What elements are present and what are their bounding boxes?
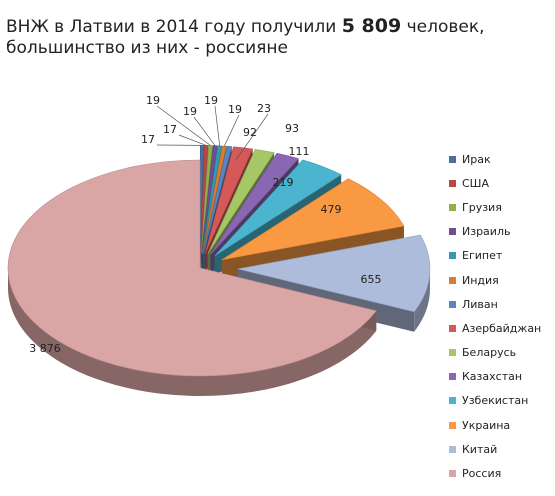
data-label-5: 19 bbox=[228, 103, 242, 116]
legend-label: Египет bbox=[462, 249, 503, 263]
legend-label: Азербайджан bbox=[462, 321, 542, 335]
legend-label: Россия bbox=[462, 467, 502, 481]
data-label-6: 23 bbox=[257, 102, 271, 115]
slice-6 bbox=[203, 145, 233, 254]
title-suffix: человек, bbox=[406, 17, 485, 37]
leader-line-1 bbox=[178, 134, 207, 146]
slice-side-12 bbox=[414, 268, 430, 332]
legend-swatch bbox=[449, 373, 456, 381]
legend-swatch bbox=[449, 228, 456, 236]
legend-label: Ирак bbox=[462, 152, 491, 166]
legend-label: Украина bbox=[462, 418, 511, 432]
legend-label: Грузия bbox=[462, 200, 502, 214]
legend-swatch bbox=[449, 155, 456, 163]
data-label-10: 219 bbox=[273, 176, 294, 189]
data-label-11: 479 bbox=[321, 203, 342, 216]
leader-line-6 bbox=[235, 113, 269, 161]
data-label-12: 655 bbox=[361, 273, 382, 286]
legend-item: Азербайджан bbox=[449, 316, 541, 340]
legend-item: Казахстан bbox=[449, 365, 541, 389]
legend-swatch bbox=[449, 470, 456, 478]
slice-8 bbox=[207, 149, 275, 255]
legend-item: Беларусь bbox=[449, 341, 541, 365]
slice-side-13 bbox=[8, 268, 377, 397]
chart-title: ВНЖ в Латвии в 2014 году получили 5 809 … bbox=[6, 16, 485, 59]
legend-label: Беларусь bbox=[462, 346, 517, 360]
slice-5 bbox=[202, 145, 227, 254]
leader-line-5 bbox=[223, 114, 240, 147]
leader-line-4 bbox=[214, 105, 221, 146]
legend-swatch bbox=[449, 445, 456, 453]
title-line2: большинство из них - россияне bbox=[6, 38, 288, 58]
legend-label: Израиль bbox=[462, 225, 511, 239]
pie-tops bbox=[7, 145, 431, 377]
legend-label: Ливан bbox=[462, 297, 498, 311]
data-label-0: 17 bbox=[141, 133, 155, 146]
data-label-7: 92 bbox=[243, 126, 257, 139]
slice-11 bbox=[221, 178, 405, 261]
legend-swatch bbox=[449, 397, 456, 405]
legend-swatch bbox=[449, 324, 456, 332]
slice-4 bbox=[202, 145, 223, 254]
legend-swatch bbox=[449, 203, 456, 211]
slice-10 bbox=[214, 159, 342, 257]
legend-item: Китай bbox=[449, 437, 541, 461]
data-label-9: 111 bbox=[289, 145, 310, 158]
leader-line-3 bbox=[193, 116, 216, 146]
legend-item: Ливан bbox=[449, 292, 541, 316]
slice-7 bbox=[204, 146, 254, 254]
data-label-8: 93 bbox=[285, 122, 299, 135]
slice-1 bbox=[200, 145, 209, 254]
slice-12 bbox=[237, 234, 431, 313]
data-label-13: 3 876 bbox=[29, 342, 61, 355]
data-label-3: 19 bbox=[183, 105, 197, 118]
data-label-2: 19 bbox=[146, 94, 160, 107]
leader-line-2 bbox=[156, 105, 211, 146]
legend-swatch bbox=[449, 421, 456, 429]
data-label-1: 17 bbox=[163, 123, 177, 136]
legend-swatch bbox=[449, 349, 456, 357]
legend-item: Индия bbox=[449, 268, 541, 292]
title-prefix: ВНЖ в Латвии в 2014 году получили bbox=[6, 17, 337, 37]
legend-item: США bbox=[449, 171, 541, 195]
legend-item: Египет bbox=[449, 244, 541, 268]
legend-label: Китай bbox=[462, 442, 498, 456]
legend-label: США bbox=[462, 176, 489, 190]
slice-9 bbox=[210, 152, 300, 255]
slice-13 bbox=[7, 159, 377, 377]
legend-swatch bbox=[449, 252, 456, 260]
legend-swatch bbox=[449, 179, 456, 187]
legend-item: Украина bbox=[449, 413, 541, 437]
legend-swatch bbox=[449, 276, 456, 284]
legend-item: Узбекистан bbox=[449, 389, 541, 413]
legend-swatch bbox=[449, 300, 456, 308]
legend-item: Ирак bbox=[449, 147, 541, 171]
legend-label: Индия bbox=[462, 273, 499, 287]
legend-label: Узбекистан bbox=[462, 394, 529, 408]
data-label-4: 19 bbox=[204, 94, 218, 107]
legend-item: Израиль bbox=[449, 220, 541, 244]
title-total: 5 809 bbox=[341, 15, 402, 37]
legend-item: Россия bbox=[449, 461, 541, 485]
legend-label: Казахстан bbox=[462, 370, 523, 384]
chart-legend: Ирак США Грузия Израиль Египет Индия Ливан Азер… bbox=[449, 147, 541, 486]
legend-item: Грузия bbox=[449, 195, 541, 219]
